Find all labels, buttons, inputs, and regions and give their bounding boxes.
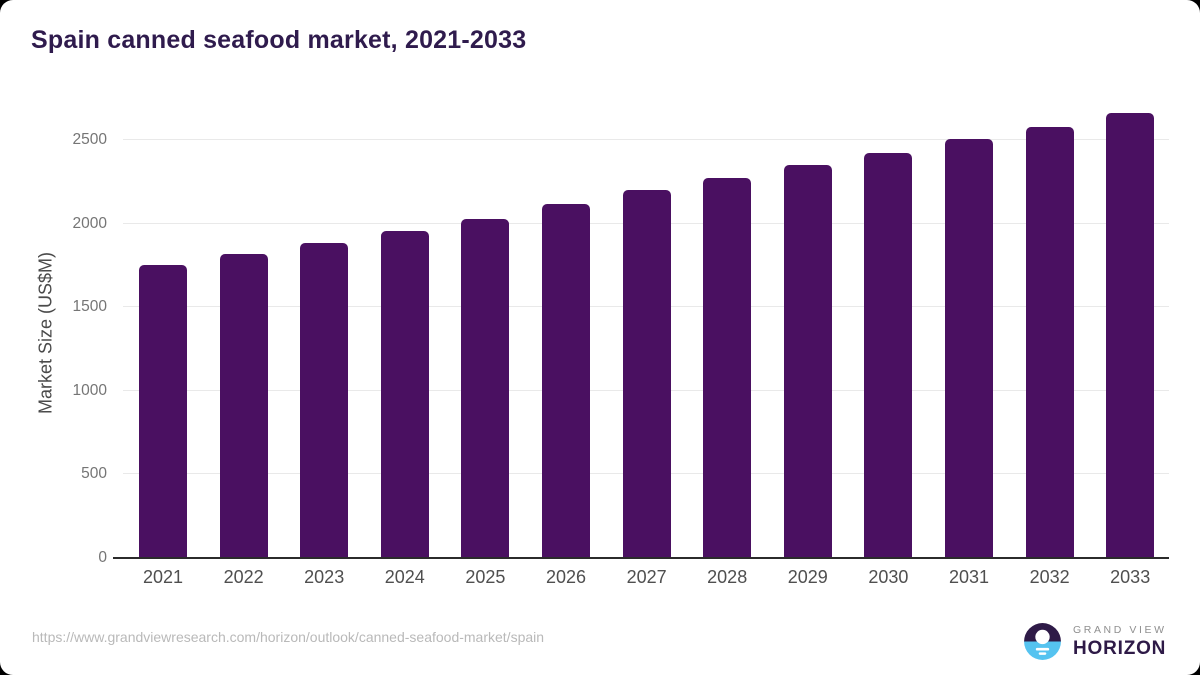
bar-2029: [783, 165, 832, 558]
horizon-sun-icon: [1024, 623, 1061, 660]
logo-text: GRAND VIEW HORIZON: [1073, 625, 1167, 658]
bar-2028: [703, 177, 752, 558]
y-tick-label-2000: 2000: [72, 214, 107, 232]
bar-2026: [542, 204, 590, 558]
bar-2025: [461, 218, 510, 558]
bar-2024: [380, 231, 429, 558]
y-tick-label-1000: 1000: [72, 381, 107, 399]
x-tick-label-2033: 2033: [1110, 567, 1151, 587]
x-tick-label-2032: 2032: [1029, 567, 1070, 587]
y-tick-label-500: 500: [81, 465, 107, 483]
bar-2033: [1106, 113, 1155, 558]
bar-2032: [1025, 126, 1074, 558]
bar-2030: [864, 152, 913, 558]
x-tick-label-2023: 2023: [304, 567, 345, 587]
x-tick-label-2028: 2028: [707, 567, 748, 587]
bar-2027: [622, 190, 671, 558]
gridline-2500: [123, 139, 1169, 140]
bar-2031: [945, 139, 993, 558]
bar-2021: [139, 264, 187, 558]
y-tick-label-1500: 1500: [72, 298, 107, 316]
logo-reflection-1: [1035, 647, 1050, 651]
x-tick-label-2029: 2029: [787, 567, 828, 587]
x-axis-line: [113, 557, 1169, 559]
grand-view-horizon-logo: GRAND VIEW HORIZON: [1022, 621, 1167, 662]
x-tick-label-2025: 2025: [465, 567, 506, 587]
x-tick-label-2030: 2030: [868, 567, 909, 587]
logo-text-horizon: HORIZON: [1073, 637, 1167, 659]
logo-sea-half: [1024, 641, 1061, 660]
x-tick-label-2026: 2026: [545, 567, 587, 587]
source-url: https://www.grandviewresearch.com/horizo…: [32, 629, 545, 645]
y-tick-label-0: 0: [98, 549, 107, 566]
chart-title: Spain canned seafood market, 2021-2033: [31, 26, 527, 54]
plot-area: [123, 95, 1169, 558]
logo-reflection-2: [1038, 652, 1047, 655]
x-tick-label-2027: 2027: [626, 567, 667, 587]
logo-text-grand-view: GRAND VIEW: [1073, 624, 1167, 637]
x-tick-label-2024: 2024: [384, 567, 425, 587]
x-tick-label-2021: 2021: [142, 567, 184, 587]
x-tick-label-2031: 2031: [948, 567, 990, 587]
x-tick-label-2022: 2022: [223, 567, 264, 587]
bar-2023: [300, 242, 349, 558]
bar-2022: [219, 253, 268, 558]
y-tick-label-2500: 2500: [72, 131, 107, 148]
logo-sun: [1035, 629, 1050, 645]
